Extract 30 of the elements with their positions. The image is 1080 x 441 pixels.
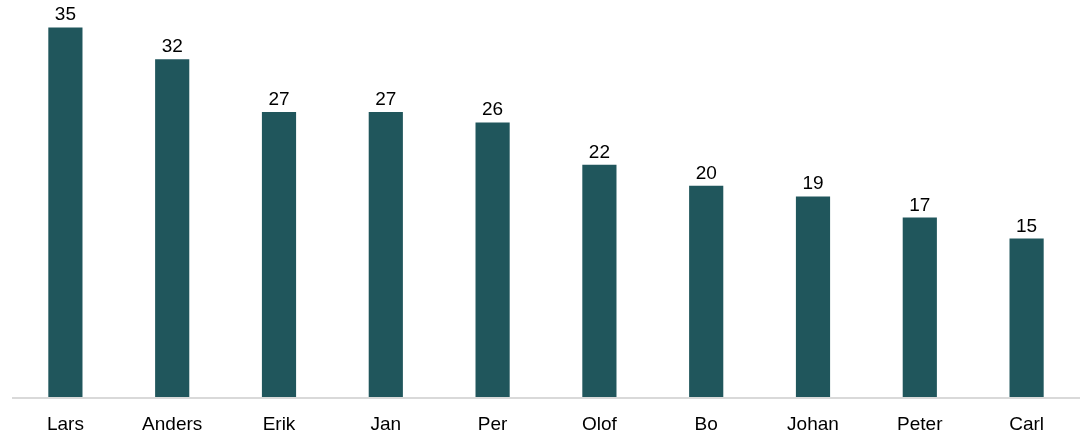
x-tick-label: Johan (787, 412, 839, 434)
bar (689, 185, 724, 397)
bar (582, 164, 617, 397)
x-tick-label: Erik (262, 412, 296, 434)
x-tick-label: Olof (581, 412, 618, 434)
data-label: 27 (375, 87, 397, 109)
data-label: 20 (695, 161, 717, 183)
bar (902, 217, 937, 397)
data-label: 15 (1016, 214, 1038, 236)
x-tick-label: Peter (897, 412, 944, 434)
bar (475, 122, 510, 397)
x-tick-label: Per (477, 412, 509, 434)
data-label: 17 (909, 193, 931, 215)
x-tick-label: Jan (370, 412, 402, 434)
x-tick-label: Bo (694, 412, 718, 434)
bar (155, 59, 190, 397)
x-tick-label: Lars (46, 412, 84, 434)
x-tick-label: Carl (1009, 412, 1045, 434)
bar (368, 111, 403, 397)
data-label: 22 (588, 140, 610, 162)
bar (1009, 238, 1044, 397)
data-label: 19 (802, 172, 824, 194)
data-label: 35 (54, 3, 76, 25)
data-label: 32 (161, 35, 183, 57)
bar (48, 27, 83, 397)
bar (261, 111, 297, 397)
x-tick-label: Anders (142, 412, 203, 434)
bar (795, 196, 831, 397)
data-label: 26 (482, 98, 504, 120)
data-label: 27 (268, 87, 290, 109)
